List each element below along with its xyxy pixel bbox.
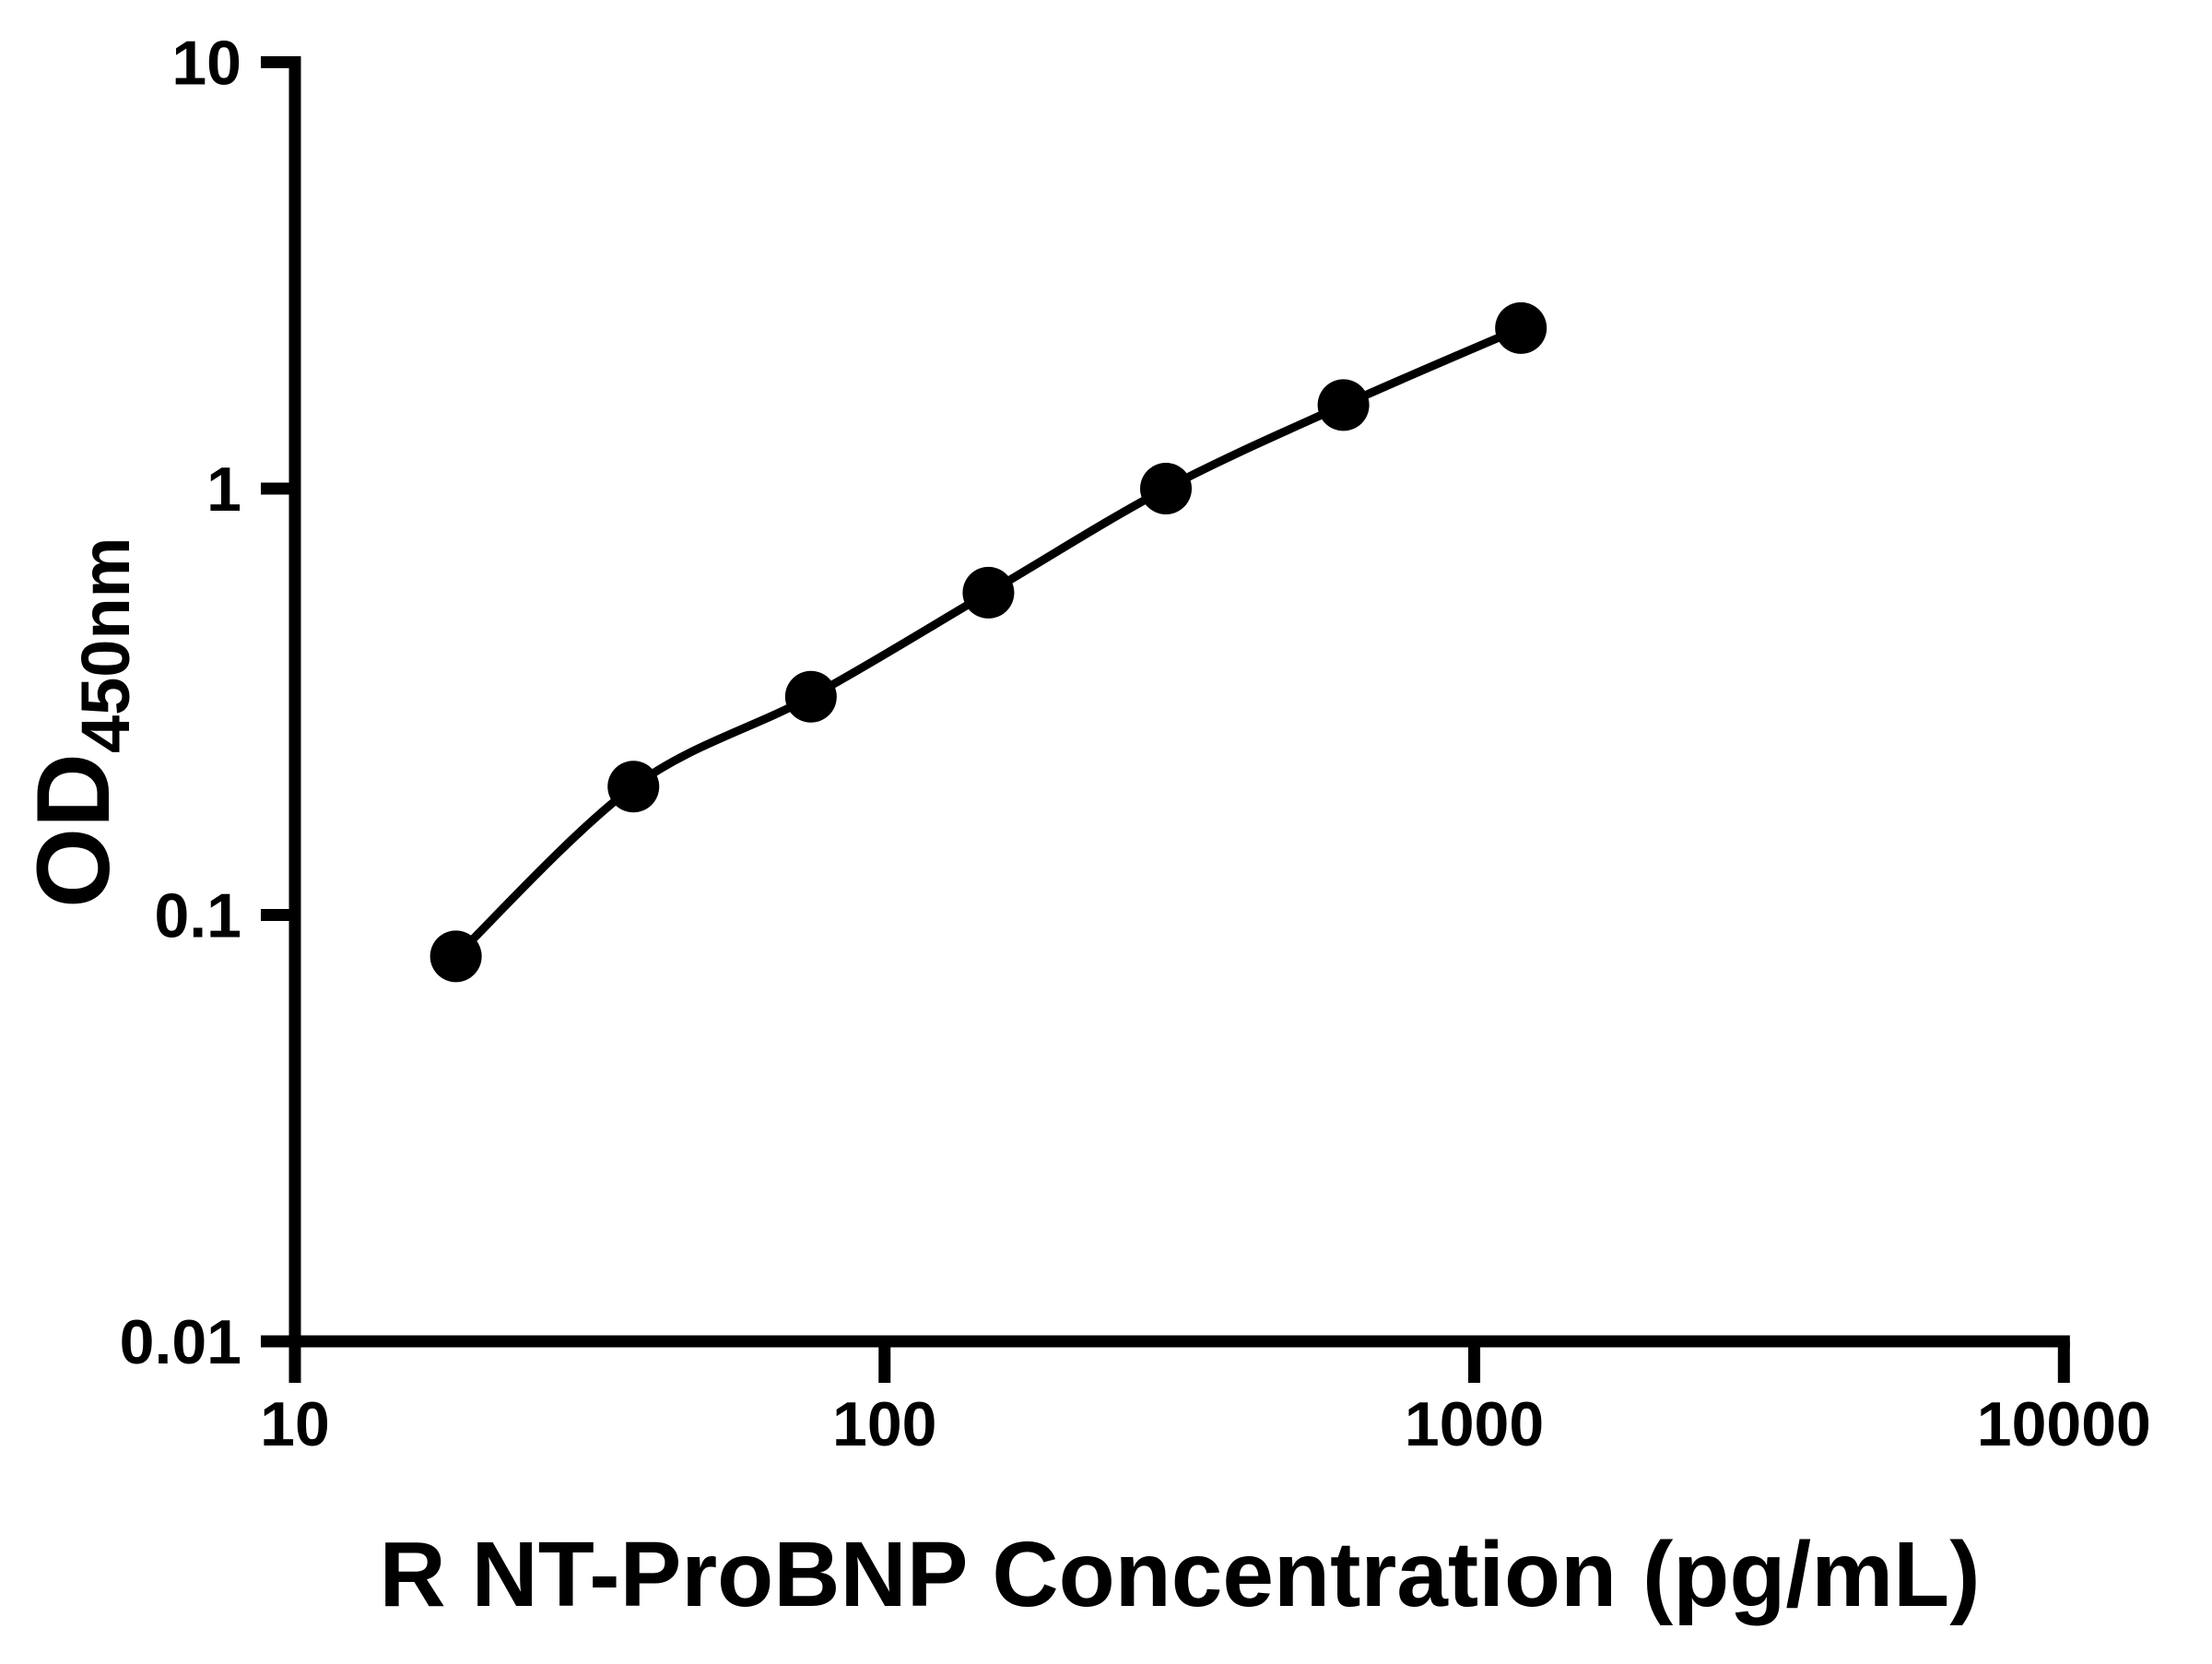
data-point-marker [607,761,660,813]
y-tick-label: 0.1 [154,881,241,951]
data-point-marker [1495,301,1547,354]
data-point-marker [962,566,1015,619]
y-axis-title-subscript: 450nm [67,537,144,753]
y-axis-title: OD450nm [16,537,144,908]
x-tick-label: 1000 [1405,1389,1544,1459]
y-tick-label: 10 [171,29,241,99]
data-points [429,301,1547,983]
y-axis-title-main: OD [16,753,131,908]
data-point-marker [1140,463,1193,514]
x-axis-title: R NT-ProBNP Concentration (pg/mL) [379,1523,1980,1626]
x-tick-label: 10000 [1977,1389,2151,1459]
y-tick-label: 0.01 [120,1307,241,1377]
y-tick-label: 1 [206,454,241,525]
x-tick-label: 100 [832,1389,936,1459]
data-point-marker [784,670,837,723]
x-tick-label: 10 [260,1389,330,1459]
data-point-marker [1317,379,1370,431]
data-point-marker [429,930,482,983]
axes: 0.01 0.1 1 10 10 100 1000 10000 [120,29,2151,1460]
